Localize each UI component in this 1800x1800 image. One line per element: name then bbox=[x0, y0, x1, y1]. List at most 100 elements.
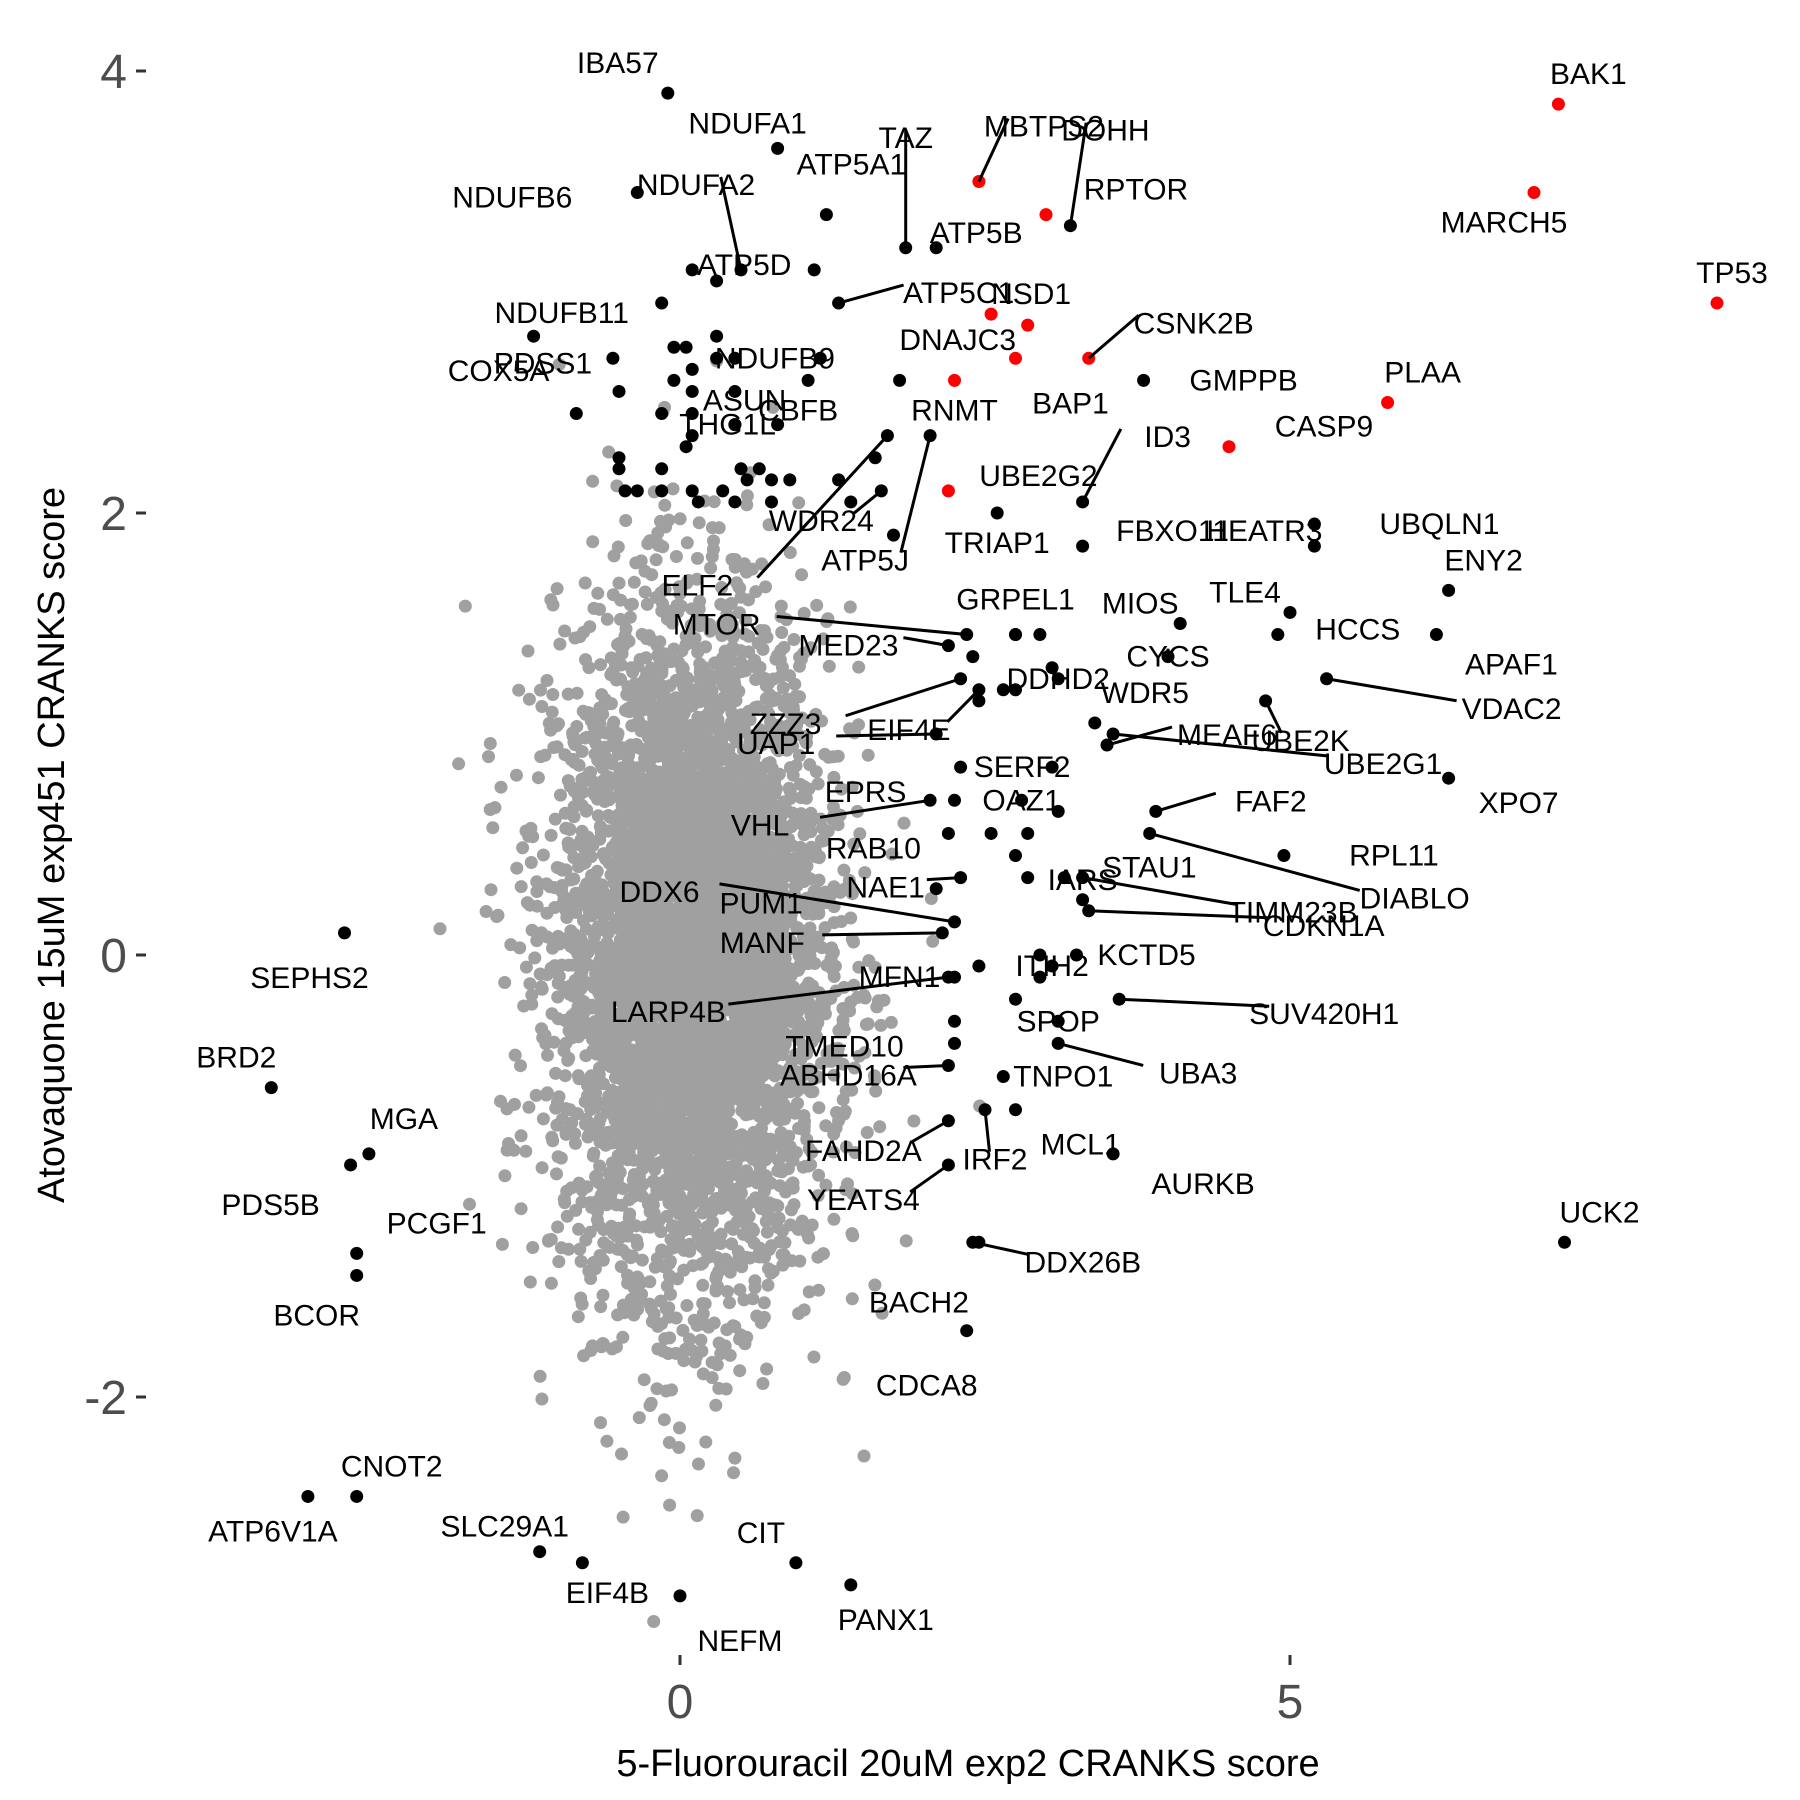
background-point bbox=[722, 598, 735, 612]
background-point bbox=[607, 715, 621, 729]
background-point bbox=[560, 1184, 574, 1198]
background-point bbox=[695, 1167, 709, 1181]
background-point bbox=[662, 823, 676, 837]
background-point bbox=[557, 892, 571, 905]
background-point bbox=[797, 1045, 811, 1059]
background-point bbox=[762, 1017, 776, 1031]
background-point bbox=[667, 642, 681, 656]
background-point bbox=[831, 749, 845, 763]
background-point bbox=[705, 550, 719, 564]
background-point bbox=[730, 686, 743, 700]
background-point bbox=[647, 1615, 661, 1628]
background-point bbox=[542, 1233, 556, 1247]
background-point bbox=[554, 1241, 568, 1255]
background-point bbox=[642, 921, 656, 935]
background-point bbox=[594, 743, 608, 757]
background-point bbox=[641, 537, 655, 551]
background-point bbox=[728, 1320, 742, 1333]
background-point bbox=[777, 640, 791, 654]
background-point bbox=[739, 1167, 753, 1181]
background-point bbox=[761, 924, 775, 937]
background-point bbox=[734, 644, 748, 658]
background-point bbox=[619, 1064, 632, 1078]
background-point bbox=[707, 534, 720, 548]
background-point bbox=[710, 1009, 724, 1022]
background-point bbox=[510, 768, 523, 782]
background-point bbox=[757, 1296, 771, 1310]
background-point bbox=[638, 1220, 652, 1234]
background-point bbox=[514, 1059, 527, 1073]
background-point bbox=[600, 962, 614, 976]
background-point bbox=[837, 1371, 851, 1384]
background-point bbox=[765, 1239, 778, 1253]
background-point bbox=[500, 1102, 514, 1116]
background-point bbox=[662, 1310, 676, 1324]
background-point bbox=[844, 911, 858, 925]
background-point bbox=[712, 1381, 726, 1395]
background-point bbox=[794, 652, 808, 666]
background-point bbox=[738, 627, 752, 641]
background-point bbox=[616, 1510, 630, 1524]
background-point bbox=[737, 1293, 751, 1307]
background-point bbox=[766, 400, 780, 414]
background-point bbox=[696, 1081, 709, 1095]
background-point bbox=[568, 631, 582, 645]
background-point bbox=[786, 1181, 800, 1195]
background-point bbox=[647, 1157, 661, 1171]
background-point bbox=[586, 1339, 599, 1353]
background-point bbox=[824, 952, 838, 966]
background-point bbox=[839, 1084, 853, 1098]
background-point bbox=[508, 1048, 522, 1062]
background-point bbox=[677, 1354, 691, 1368]
background-point bbox=[619, 703, 632, 717]
background-point bbox=[853, 827, 867, 841]
background-point bbox=[744, 775, 758, 789]
background-point bbox=[707, 495, 721, 509]
background-point bbox=[620, 854, 634, 868]
background-point bbox=[774, 599, 788, 613]
background-point bbox=[636, 1131, 650, 1145]
background-point bbox=[624, 1292, 638, 1306]
background-point bbox=[632, 1411, 646, 1425]
background-point bbox=[641, 830, 655, 844]
background-point bbox=[702, 717, 716, 731]
background-point bbox=[535, 1161, 549, 1175]
background-point bbox=[658, 498, 672, 512]
background-point bbox=[835, 782, 848, 796]
background-point bbox=[714, 733, 728, 746]
background-point bbox=[618, 977, 632, 991]
background-point bbox=[755, 1068, 769, 1082]
background-point bbox=[847, 726, 861, 740]
background-point bbox=[874, 1018, 888, 1032]
background-point bbox=[535, 1022, 548, 1036]
background-point bbox=[647, 1307, 661, 1321]
background-point bbox=[698, 1122, 712, 1136]
background-point bbox=[782, 832, 795, 846]
background-point bbox=[755, 557, 769, 571]
background-point bbox=[766, 1264, 780, 1278]
background-point bbox=[826, 1145, 840, 1159]
background-point bbox=[628, 677, 642, 691]
background-point bbox=[703, 699, 717, 713]
background-point bbox=[665, 1113, 679, 1127]
background-point bbox=[587, 601, 601, 615]
background-point bbox=[578, 731, 592, 745]
background-point bbox=[736, 1227, 750, 1241]
background-point bbox=[769, 1212, 783, 1226]
background-point bbox=[805, 1145, 819, 1159]
background-point bbox=[885, 847, 899, 861]
background-point bbox=[643, 1275, 657, 1289]
background-point bbox=[608, 895, 622, 908]
background-point bbox=[679, 921, 693, 935]
background-point bbox=[658, 1332, 672, 1346]
background-point bbox=[703, 897, 717, 911]
background-point bbox=[683, 814, 697, 828]
background-point bbox=[458, 599, 472, 613]
background-point bbox=[615, 826, 629, 839]
background-point bbox=[721, 958, 735, 972]
background-point bbox=[875, 1306, 889, 1320]
background-point bbox=[567, 872, 581, 886]
background-point bbox=[514, 1129, 528, 1143]
background-point bbox=[548, 812, 562, 826]
background-point bbox=[789, 1075, 803, 1089]
